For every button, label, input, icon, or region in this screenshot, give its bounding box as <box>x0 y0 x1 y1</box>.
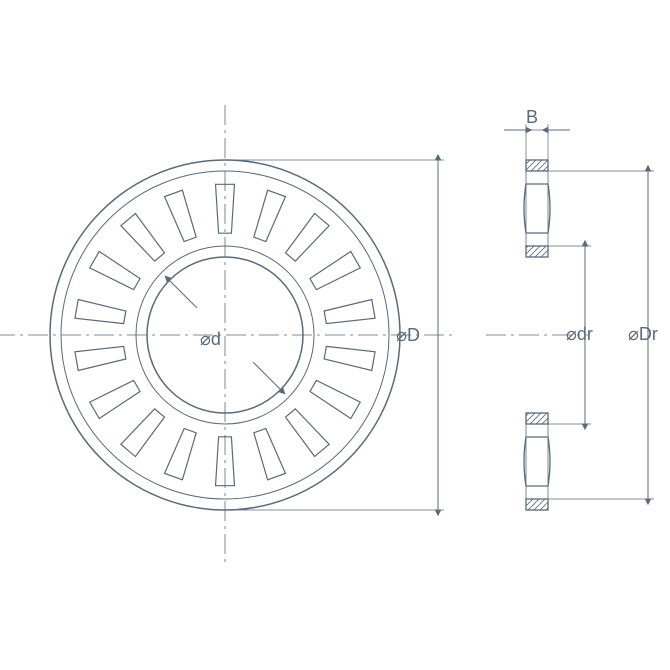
roller <box>75 346 126 370</box>
dim-Dr-label: ⌀Dr <box>628 324 658 344</box>
dimension-annotations: ⌀D B ⌀dr ⌀Dr <box>225 107 658 510</box>
dim-B-label: B <box>526 107 538 127</box>
bearing-technical-drawing: ⌀d ⌀D B ⌀dr ⌀Dr <box>0 0 670 670</box>
roller <box>254 190 286 241</box>
roller <box>324 346 375 370</box>
roller <box>254 428 286 479</box>
roller <box>90 380 140 418</box>
roller <box>286 213 330 261</box>
roller <box>165 428 197 479</box>
roller <box>121 213 165 261</box>
roller <box>310 380 360 418</box>
dim-d-label: ⌀d <box>200 329 221 349</box>
roller <box>324 299 375 323</box>
dim-dr-label: ⌀dr <box>566 324 593 344</box>
roller <box>310 251 360 289</box>
roller <box>121 409 165 457</box>
roller <box>286 409 330 457</box>
roller <box>165 190 197 241</box>
front-view: ⌀d <box>0 105 455 565</box>
roller <box>90 251 140 289</box>
roller <box>75 299 126 323</box>
dim-D-label: ⌀D <box>396 325 420 345</box>
